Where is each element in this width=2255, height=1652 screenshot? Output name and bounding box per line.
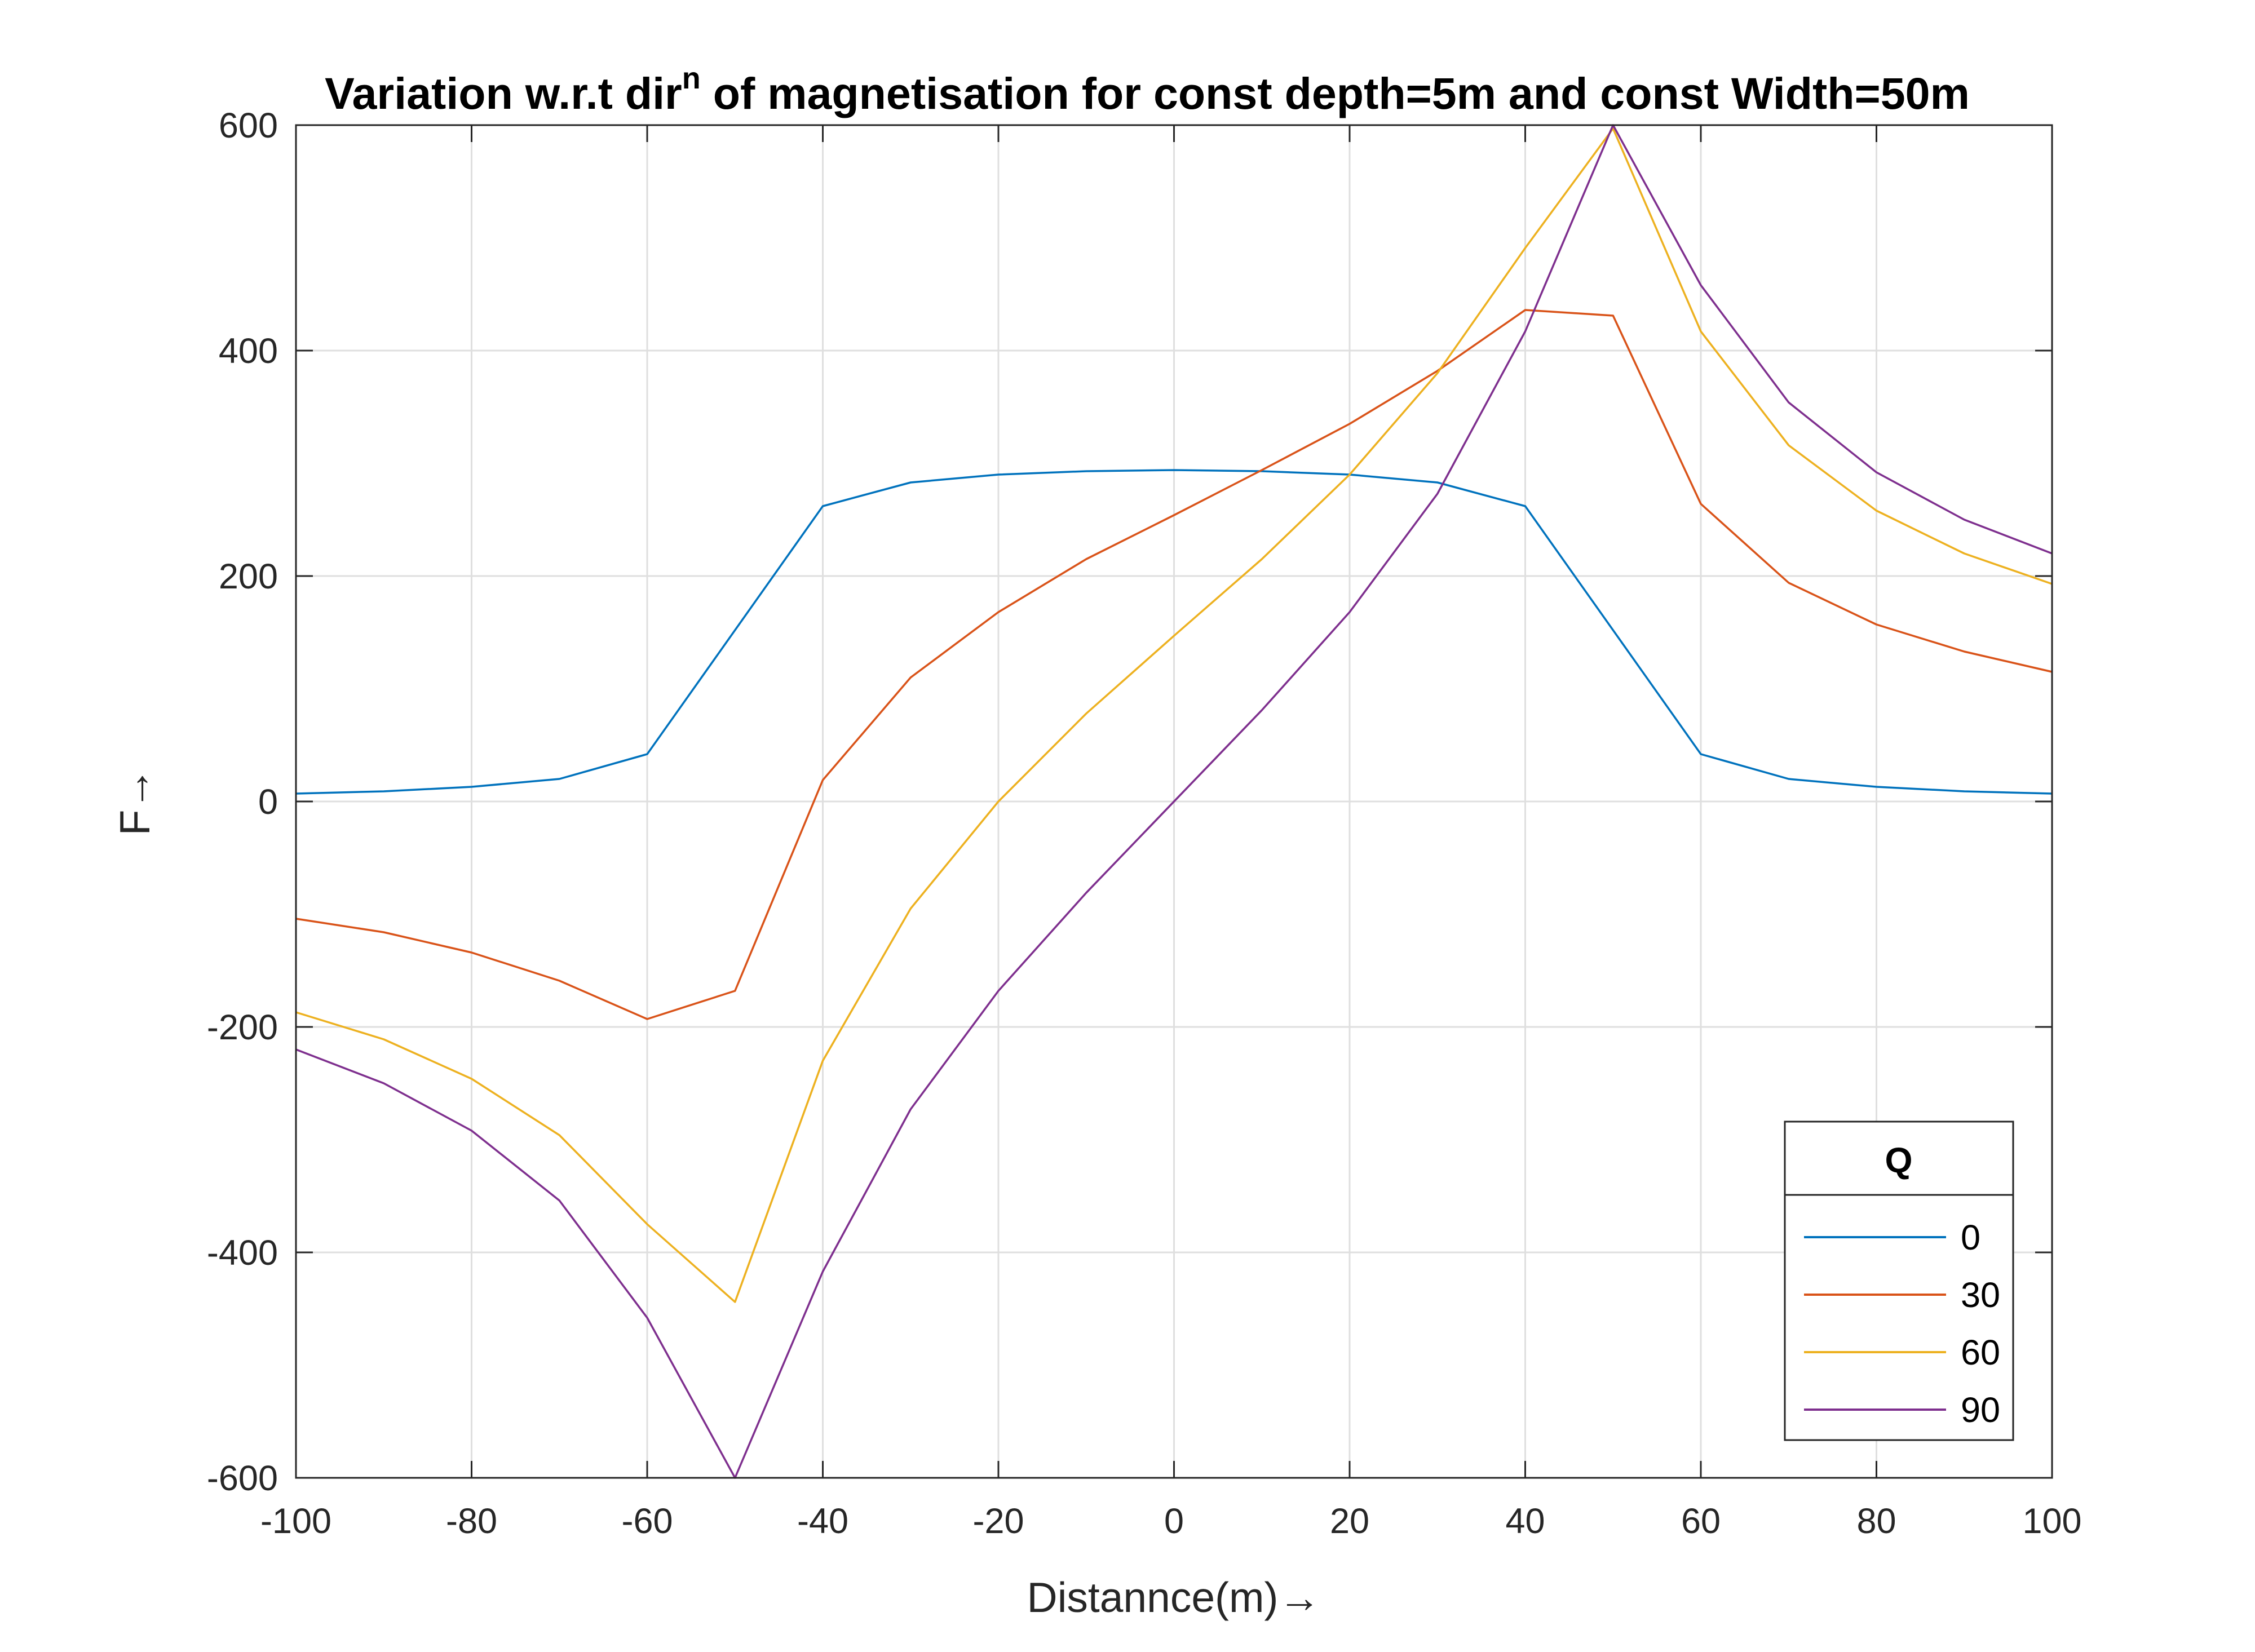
x-tick-label: 60 (1681, 1502, 1721, 1541)
y-tick-labels: -600 -400 -200 0 200 400 600 (207, 106, 278, 1498)
chart-title-rest: of magnetisation for const depth=5m and … (701, 68, 1970, 118)
chart-title: Variation w.r.t dirn of magnetisation fo… (325, 61, 1970, 118)
x-tick-label: 20 (1330, 1502, 1369, 1541)
series-line-q-0 (295, 469, 2053, 795)
y-tick-label: -600 (207, 1459, 278, 1498)
x-tick-label: 40 (1505, 1502, 1545, 1541)
chart-title-superscript: n (682, 61, 701, 95)
x-axis-label: Distannce(m)→ (1027, 1574, 1321, 1621)
y-tick-label: -200 (207, 1008, 278, 1047)
series-line-q-90 (295, 124, 2053, 1479)
x-tick-label: -20 (972, 1502, 1024, 1541)
y-tick-label: 200 (219, 557, 278, 596)
series-line-q-30 (295, 309, 2053, 1020)
legend-title: Q (1885, 1141, 1912, 1180)
legend-label-q-90: 90 (1961, 1390, 2000, 1430)
x-tick-labels: -100 -80 -60 -40 -20 0 20 40 60 80 100 (260, 1502, 2082, 1541)
legend-label-q-60: 60 (1961, 1333, 2000, 1372)
series-line-q-60 (295, 127, 2053, 1303)
y-tick-label: 0 (258, 782, 278, 822)
y-tick-label: 400 (219, 331, 278, 371)
x-tick-label: -60 (621, 1502, 673, 1541)
legend: Q 0 30 60 90 (1784, 1120, 2014, 1441)
legend-label-q-30: 30 (1961, 1275, 2000, 1315)
chart-title-main: Variation w.r.t dir (325, 68, 682, 118)
y-tick-label: -400 (207, 1233, 278, 1273)
ticks (295, 124, 2053, 1479)
x-tick-label: -100 (260, 1502, 331, 1541)
x-tick-label: 80 (1856, 1502, 1896, 1541)
x-tick-label: -40 (797, 1502, 848, 1541)
y-axis-label: F→ (111, 768, 158, 836)
legend-box (1784, 1120, 2014, 1441)
x-tick-label: 100 (2022, 1502, 2081, 1541)
legend-label-q-0: 0 (1961, 1218, 1980, 1257)
x-tick-label: -80 (446, 1502, 497, 1541)
x-tick-label: 0 (1164, 1502, 1184, 1541)
legend-entries: 0 30 60 90 (1804, 1218, 2000, 1430)
plot-area (295, 124, 2053, 1479)
series-layer (295, 124, 2053, 1479)
y-tick-label: 600 (219, 106, 278, 145)
